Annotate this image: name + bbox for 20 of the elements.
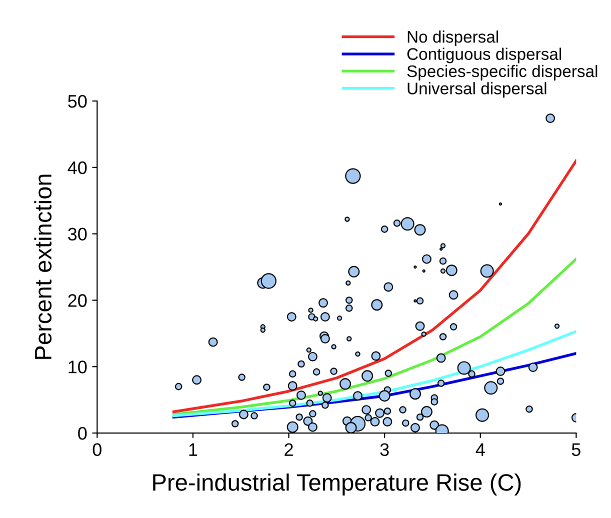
legend-label: No dispersal <box>408 30 498 46</box>
y-tick-label: 40 <box>68 161 87 174</box>
y-axis-title: Percent extinction <box>34 174 52 359</box>
y-tick-label: 10 <box>68 360 87 374</box>
legend-label: Contiguous dispersal <box>407 48 562 64</box>
x-axis-title: Pre-industrial Temperature Rise (C) <box>153 473 521 496</box>
y-tick-label: 0 <box>78 426 87 440</box>
y-tick-label: 30 <box>68 228 87 241</box>
legend-label: Species-specific dispersal <box>407 64 598 80</box>
x-tick-label: 1 <box>189 443 198 456</box>
y-tick-label: 50 <box>68 94 87 108</box>
y-tick-label: 20 <box>68 294 87 307</box>
x-tick-label: 4 <box>476 443 485 456</box>
x-tick-label: 0 <box>92 443 102 456</box>
line-series <box>172 258 576 416</box>
legend-label: Universal dispersal <box>408 82 546 98</box>
x-tick-label: 2 <box>284 443 293 456</box>
line-series <box>172 159 576 414</box>
x-tick-label: 3 <box>380 443 389 456</box>
x-tick-label: 5 <box>572 443 580 456</box>
